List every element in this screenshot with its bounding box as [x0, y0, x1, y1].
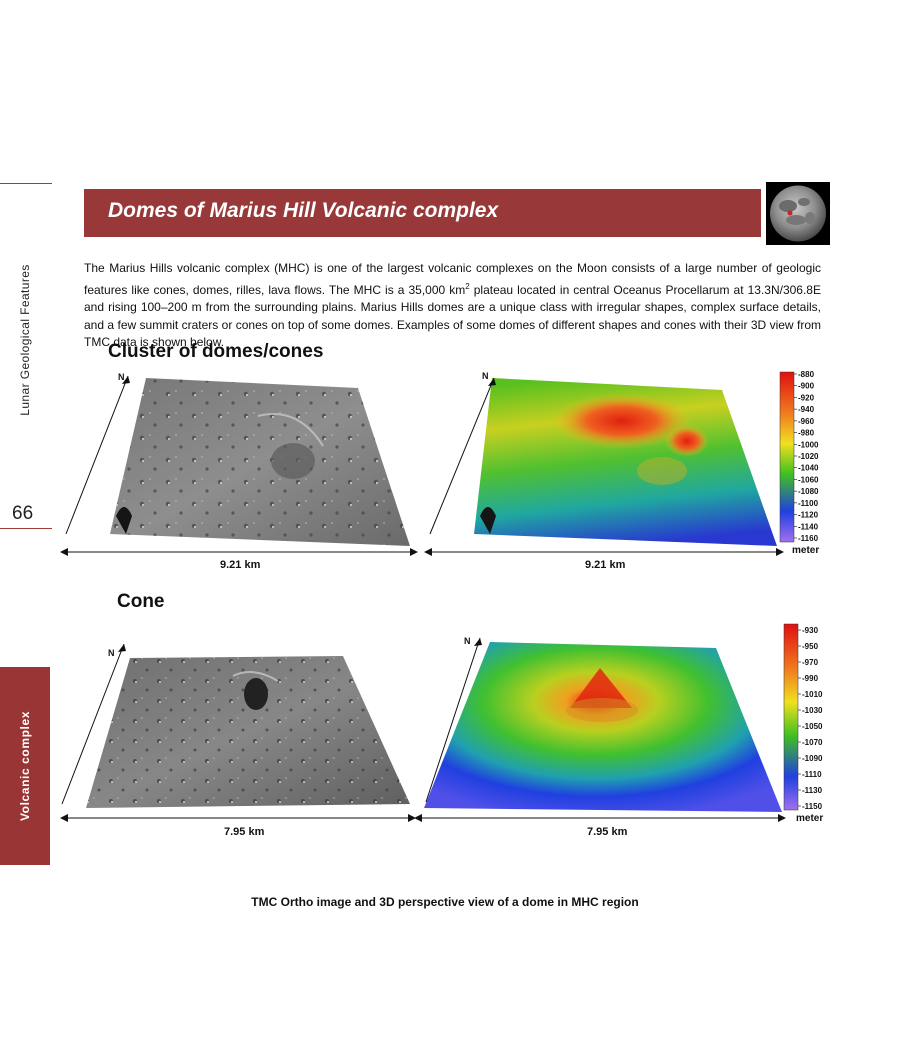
rail-divider-top — [0, 183, 52, 184]
moon-globe-icon — [766, 182, 830, 245]
cluster-legend-tick-label: -940 — [798, 405, 815, 414]
cone-scale-label-right: 7.95 km — [587, 826, 628, 838]
cone-3d-dem-view: N — [424, 636, 782, 812]
cone-legend-tick-label: -950 — [802, 642, 819, 651]
cone-legend-tick-label: -1050 — [802, 722, 823, 731]
cone-title: Cone — [117, 591, 165, 612]
cone-elevation-legend: -930 -950 -970 -990 -1010 -1030 -1050 -1070 -109… — [783, 623, 823, 824]
cluster-scale-label-right: 9.21 km — [585, 559, 626, 571]
section-tab: Volcanic complex — [0, 667, 50, 865]
cone-legend-tick-label: -930 — [802, 626, 819, 635]
cluster-scale-arrow-left — [60, 548, 418, 556]
cluster-legend-tick-label: -1140 — [798, 522, 819, 531]
title-banner: Domes of Marius Hill Volcanic complex — [84, 189, 761, 237]
cluster-elevation-legend: -880 -900 -920 -940 -960 -980 -1000 -1020 -1040 -… — [779, 370, 819, 556]
cluster-legend-tick-label: -1000 — [798, 440, 819, 449]
cone-legend-tick-label: -1070 — [802, 738, 823, 747]
page-number: 66 — [12, 503, 34, 524]
cone-north-label-right: N — [464, 636, 471, 646]
cluster-legend-tick-label: -1080 — [798, 487, 819, 496]
cone-legend-tick-label: -1090 — [802, 754, 823, 763]
cone-legend-tick-label: -1110 — [802, 770, 822, 779]
cone-scale-label-left: 7.95 km — [224, 826, 265, 838]
intro-superscript: 2 — [465, 281, 470, 291]
intro-paragraph: The Marius Hills volcanic complex (MHC) … — [84, 260, 821, 352]
cluster-north-label-left: N — [118, 372, 125, 382]
chapter-label: Lunar Geological Features — [18, 264, 32, 416]
cone-scale-arrow-right — [414, 814, 786, 822]
cluster-title: Cluster of domes/cones — [108, 341, 324, 362]
cluster-legend-tick-label: -980 — [798, 429, 815, 438]
cluster-legend-tick-label: -1100 — [798, 499, 819, 508]
cluster-legend-tick-label: -1060 — [798, 475, 819, 484]
cluster-legend-tick-label: -900 — [798, 382, 815, 391]
cone-north-label-left: N — [108, 648, 115, 658]
cluster-ortho-image: N — [65, 372, 410, 546]
cluster-legend-tick-label: -1120 — [798, 511, 819, 520]
page-title: Domes of Marius Hill Volcanic complex — [108, 199, 499, 222]
cluster-3d-dem-view: N — [429, 371, 777, 546]
cone-legend-tick-label: -1030 — [802, 706, 823, 715]
cluster-scale-arrow-right — [424, 548, 784, 556]
cone-legend-tick-label: -1150 — [802, 802, 823, 811]
cluster-north-label-right: N — [482, 371, 489, 381]
cone-scale-arrow-left — [60, 814, 416, 822]
cluster-legend-tick-label: -920 — [798, 393, 815, 402]
rail-divider-bottom — [0, 528, 52, 529]
cone-legend-tick-label: -1010 — [802, 690, 823, 699]
cone-legend-tick-label: -990 — [802, 674, 819, 683]
cluster-legend-tick-label: -1160 — [798, 534, 819, 543]
figure-caption: TMC Ortho image and 3D perspective view … — [251, 895, 639, 909]
cone-legend-tick-label: -970 — [802, 658, 819, 667]
intro-part-1: The Marius Hills volcanic complex (MHC) … — [84, 261, 821, 297]
cluster-legend-unit: meter — [792, 545, 819, 556]
intro-part-2: plateau located in central Oceanus Proce… — [84, 282, 821, 350]
cluster-legend-tick-label: -1040 — [798, 464, 819, 473]
cluster-scale-label-left: 9.21 km — [220, 559, 261, 571]
cone-ortho-image: N — [61, 643, 410, 808]
cone-legend-unit: meter — [796, 813, 823, 824]
cluster-legend-tick-label: -880 — [798, 370, 815, 379]
section-tab-label: Volcanic complex — [18, 710, 32, 822]
cone-legend-tick-label: -1130 — [802, 786, 823, 795]
cluster-legend-tick-label: -1020 — [798, 452, 819, 461]
cluster-legend-tick-label: -960 — [798, 417, 815, 426]
